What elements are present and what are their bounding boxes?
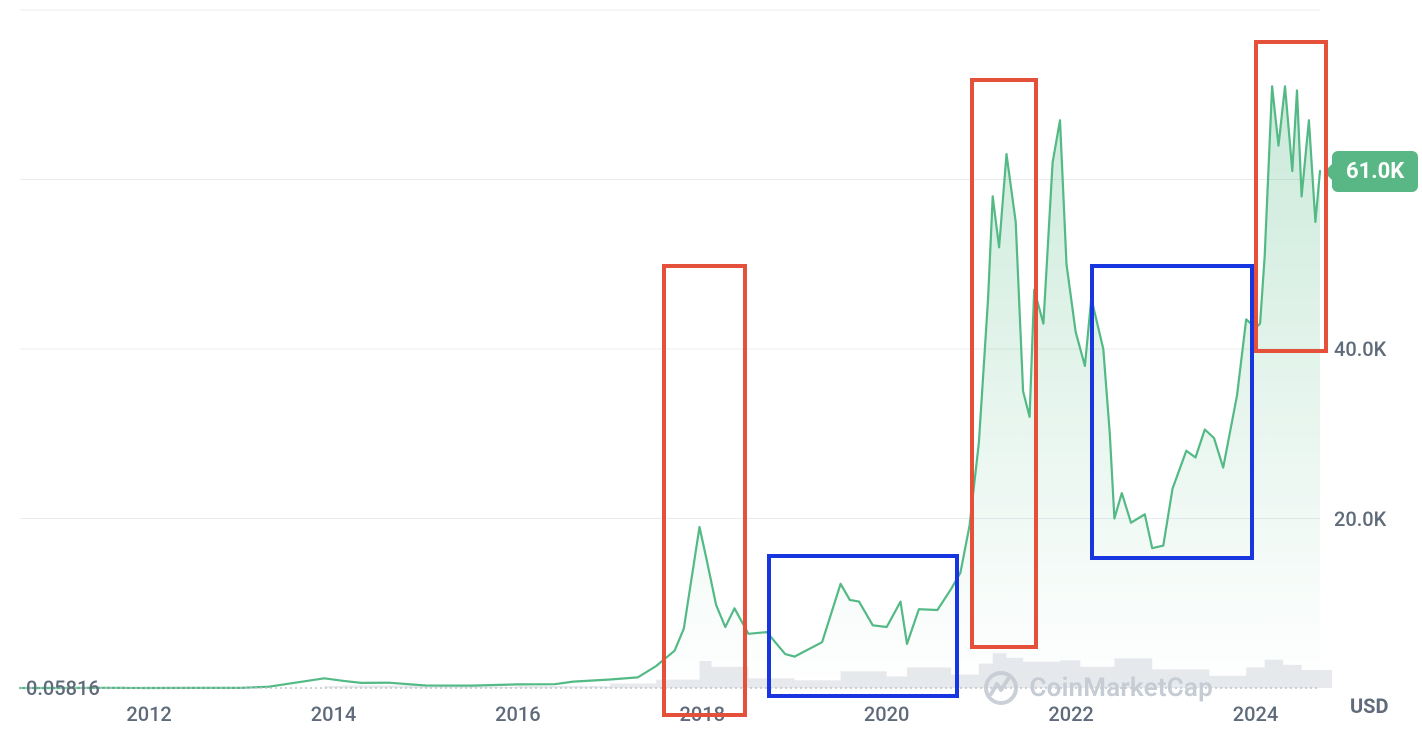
chart-watermark: CoinMarketCap [983, 670, 1212, 706]
x-tick-2022: 2022 [1048, 702, 1093, 726]
price-chart: 20.0K 40.0K 0.05816 61.0K USD CoinMarket… [0, 0, 1422, 746]
current-price-badge: 61.0K [1332, 151, 1418, 192]
x-tick-2024: 2024 [1233, 702, 1278, 726]
y-tick-20k: 20.0K [1334, 507, 1386, 531]
currency-label: USD [1350, 694, 1389, 718]
y-tick-40k: 40.0K [1334, 337, 1386, 361]
watermark-text: CoinMarketCap [1029, 673, 1212, 703]
x-tick-2014: 2014 [311, 702, 356, 726]
baseline-value-label: 0.05816 [26, 676, 100, 700]
x-tick-2018: 2018 [680, 702, 725, 726]
cmc-logo-icon [983, 670, 1019, 706]
chart-svg[interactable] [0, 0, 1422, 746]
x-tick-2012: 2012 [126, 702, 171, 726]
x-tick-2016: 2016 [495, 702, 540, 726]
x-tick-2020: 2020 [864, 702, 909, 726]
